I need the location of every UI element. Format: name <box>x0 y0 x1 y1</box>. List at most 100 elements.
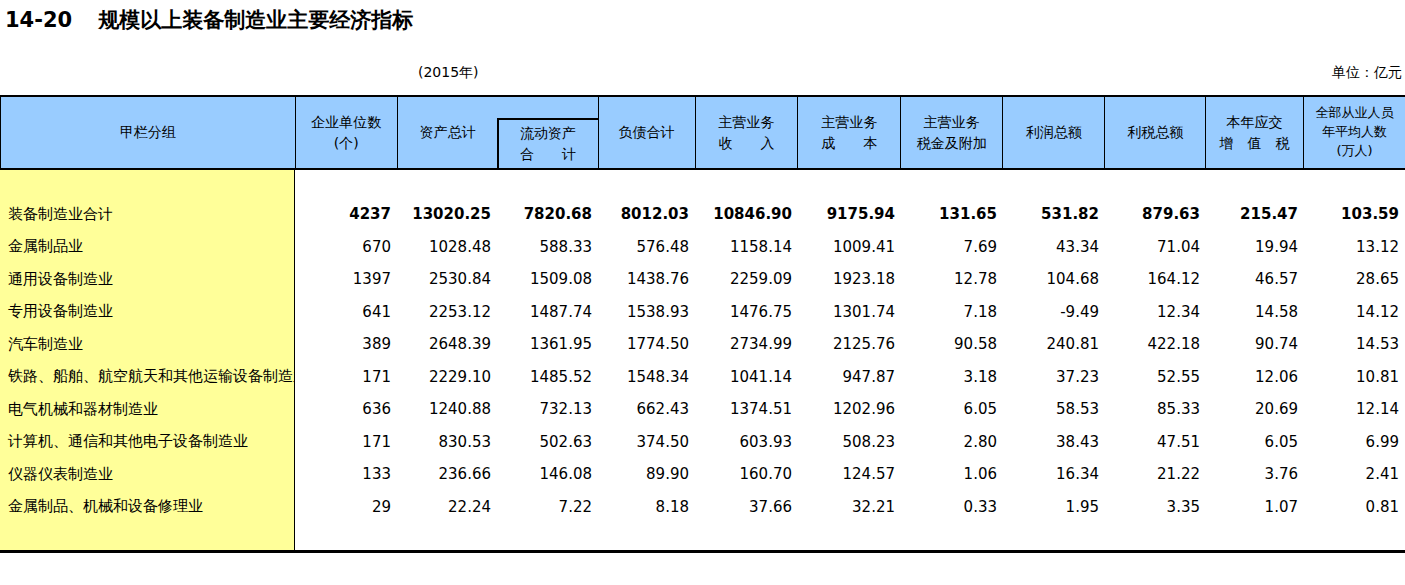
cell-value: 10846.90 <box>695 205 798 223</box>
cell-value: 374.50 <box>598 433 695 451</box>
cell-value: 1240.88 <box>397 400 497 418</box>
col-header-enterprise-count: 企业单位数 (个) <box>296 97 398 168</box>
cell-value: 1476.75 <box>695 303 798 321</box>
cell-value: 0.33 <box>901 498 1003 516</box>
cell-value: 1538.93 <box>598 303 695 321</box>
cell-value: 13.12 <box>1304 238 1405 256</box>
table-row: 计算机、通信和其他电子设备制造业171830.53502.63374.50603… <box>0 426 1405 459</box>
cell-value: 1009.41 <box>798 238 901 256</box>
cell-value: 19.94 <box>1206 238 1304 256</box>
cell-value: 2.41 <box>1304 465 1405 483</box>
cell-value: 1548.34 <box>598 368 695 386</box>
cell-value: 389 <box>295 335 397 353</box>
row-label: 仪器仪表制造业 <box>0 465 295 484</box>
cell-value: 14.58 <box>1206 303 1304 321</box>
cell-value: 9175.94 <box>798 205 901 223</box>
col-header-total-assets: 资产总计 <box>398 97 498 168</box>
cell-value: 2229.10 <box>397 368 497 386</box>
cell-value: 508.23 <box>798 433 901 451</box>
table-row: 电气机械和器材制造业6361240.88732.13662.431374.511… <box>0 393 1405 426</box>
table-row: 金属制品、机械和设备修理业2922.247.228.1837.6632.210.… <box>0 491 1405 524</box>
cell-value: 670 <box>295 238 397 256</box>
cell-value: 28.65 <box>1304 270 1405 288</box>
cell-value: 1.06 <box>901 465 1003 483</box>
cell-value: 879.63 <box>1105 205 1206 223</box>
row-label: 金属制品、机械和设备修理业 <box>0 497 295 516</box>
col-header-vat-payable: 本年应交 增 值 税 <box>1206 97 1304 168</box>
cell-value: 1374.51 <box>695 400 798 418</box>
cell-value: 164.12 <box>1105 270 1206 288</box>
row-label: 计算机、通信和其他电子设备制造业 <box>0 432 295 451</box>
cell-value: 662.43 <box>598 400 695 418</box>
cell-value: 103.59 <box>1304 205 1405 223</box>
col-header-profit-and-tax: 利税总额 <box>1105 97 1206 168</box>
cell-value: 2125.76 <box>798 335 901 353</box>
cell-value: 531.82 <box>1003 205 1105 223</box>
cell-value: 90.74 <box>1206 335 1304 353</box>
cell-value: 1028.48 <box>397 238 497 256</box>
row-label: 铁路、船舶、航空航天和其他运输设备制造业 <box>0 367 295 386</box>
cell-value: 146.08 <box>497 465 598 483</box>
row-label: 汽车制造业 <box>0 335 295 354</box>
table-row: 仪器仪表制造业133236.66146.0889.90160.70124.571… <box>0 458 1405 491</box>
cell-value: 7.22 <box>497 498 598 516</box>
cell-value: 43.34 <box>1003 238 1105 256</box>
statistics-table: 甲栏分组 企业单位数 (个) 资产总计 流动资产 合 计 负债合计 主营业务 收… <box>0 95 1405 553</box>
cell-value: 6.99 <box>1304 433 1405 451</box>
cell-value: 1158.14 <box>695 238 798 256</box>
cell-value: 89.90 <box>598 465 695 483</box>
cell-value: 22.24 <box>397 498 497 516</box>
table-row: 汽车制造业3892648.391361.951774.502734.992125… <box>0 328 1405 361</box>
row-label: 电气机械和器材制造业 <box>0 400 295 419</box>
cell-value: 7.69 <box>901 238 1003 256</box>
row-label: 装备制造业合计 <box>0 205 295 224</box>
table-body-rows: 装备制造业合计423713020.257820.688012.0310846.9… <box>0 170 1405 523</box>
cell-value: 603.93 <box>695 433 798 451</box>
cell-value: 1509.08 <box>497 270 598 288</box>
col-header-main-business-cost: 主营业务 成 本 <box>798 97 901 168</box>
cell-value: 38.43 <box>1003 433 1105 451</box>
cell-value: 732.13 <box>497 400 598 418</box>
cell-value: 14.53 <box>1304 335 1405 353</box>
cell-value: 58.53 <box>1003 400 1105 418</box>
cell-value: 2530.84 <box>397 270 497 288</box>
cell-value: 0.81 <box>1304 498 1405 516</box>
cell-value: 171 <box>295 368 397 386</box>
col-header-group-column: 甲栏分组 <box>1 97 296 168</box>
cell-value: 160.70 <box>695 465 798 483</box>
table-row: 铁路、船舶、航空航天和其他运输设备制造业1712229.101485.52154… <box>0 361 1405 394</box>
cell-value: 1438.76 <box>598 270 695 288</box>
cell-value: 21.22 <box>1105 465 1206 483</box>
cell-value: 1.07 <box>1206 498 1304 516</box>
cell-value: 1301.74 <box>798 303 901 321</box>
col-header-assets-group: 资产总计 流动资产 合 计 <box>398 97 599 168</box>
cell-value: 240.81 <box>1003 335 1105 353</box>
cell-value: 131.65 <box>901 205 1003 223</box>
cell-value: 16.34 <box>1003 465 1105 483</box>
cell-value: 171 <box>295 433 397 451</box>
table-row: 专用设备制造业6412253.121487.741538.931476.7513… <box>0 296 1405 329</box>
cell-value: 8012.03 <box>598 205 695 223</box>
cell-value: 422.18 <box>1105 335 1206 353</box>
cell-value: 2253.12 <box>397 303 497 321</box>
cell-value: 13020.25 <box>397 205 497 223</box>
cell-value: 133 <box>295 465 397 483</box>
cell-value: 1202.96 <box>798 400 901 418</box>
row-label: 通用设备制造业 <box>0 270 295 289</box>
cell-value: 14.12 <box>1304 303 1405 321</box>
cell-value: 20.69 <box>1206 400 1304 418</box>
cell-value: 1041.14 <box>695 368 798 386</box>
cell-value: 4237 <box>295 205 397 223</box>
table-number: 14-20 <box>5 8 72 32</box>
cell-value: 3.76 <box>1206 465 1304 483</box>
cell-value: 32.21 <box>798 498 901 516</box>
cell-value: 1361.95 <box>497 335 598 353</box>
cell-value: -9.49 <box>1003 303 1105 321</box>
cell-value: 830.53 <box>397 433 497 451</box>
unit-note: 单位：亿元 <box>1332 64 1402 82</box>
cell-value: 90.58 <box>901 335 1003 353</box>
cell-value: 1487.74 <box>497 303 598 321</box>
table-row: 通用设备制造业13972530.841509.081438.762259.091… <box>0 263 1405 296</box>
cell-value: 104.68 <box>1003 270 1105 288</box>
cell-value: 1397 <box>295 270 397 288</box>
